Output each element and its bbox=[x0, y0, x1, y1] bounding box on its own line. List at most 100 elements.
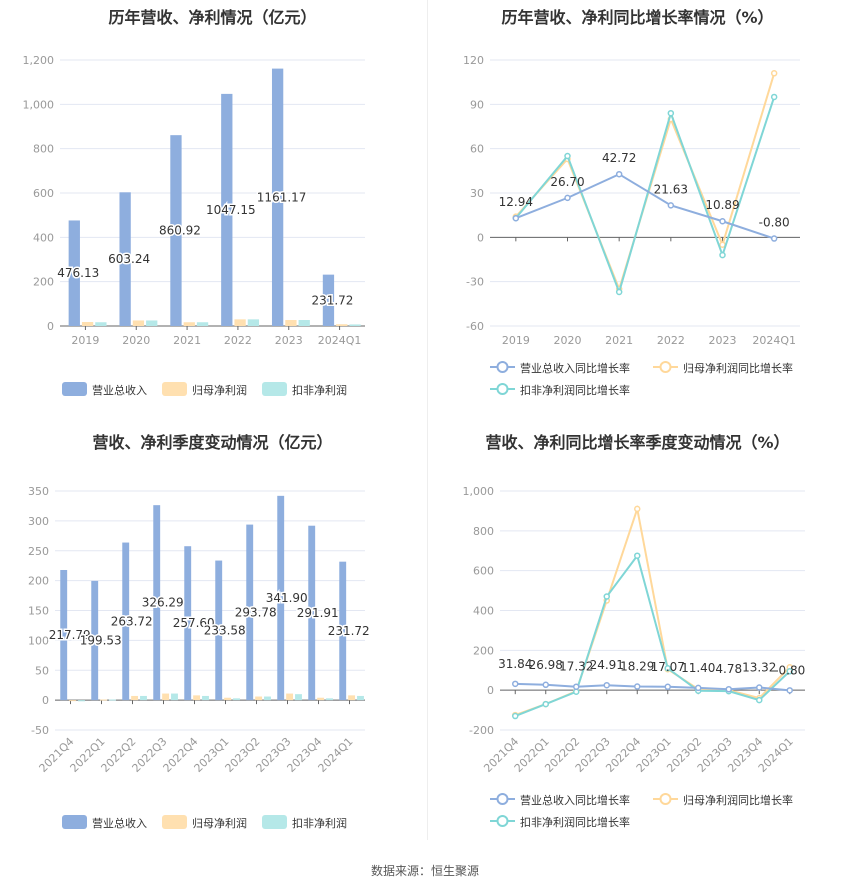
y-tick-label: 400 bbox=[473, 605, 494, 618]
x-tick-label: 2020 bbox=[554, 334, 582, 347]
data-point bbox=[512, 214, 520, 222]
data-point bbox=[603, 593, 610, 600]
bar-revenue bbox=[60, 569, 68, 701]
y-tick-label: -200 bbox=[469, 724, 494, 737]
x-tick-label: 2024Q1 bbox=[752, 334, 796, 347]
bar-revenue bbox=[119, 192, 131, 326]
legend-item: 扣非净利润 bbox=[292, 383, 347, 397]
data-point bbox=[615, 288, 623, 296]
data-point bbox=[667, 109, 675, 117]
bar-net-profit bbox=[81, 322, 94, 326]
bar-deducted-profit bbox=[171, 693, 178, 701]
x-tick-label: 2021 bbox=[173, 334, 201, 347]
bar-net-profit bbox=[224, 697, 232, 701]
bar-net-profit bbox=[132, 320, 145, 326]
data-label: 231.72 bbox=[328, 624, 370, 638]
series-line bbox=[515, 96, 776, 296]
legend-swatch bbox=[496, 815, 509, 827]
data-point bbox=[770, 93, 778, 101]
y-tick-label: 1,000 bbox=[463, 485, 495, 498]
data-point bbox=[564, 194, 571, 202]
bar-net-profit bbox=[183, 322, 195, 326]
data-label: 860.92 bbox=[159, 224, 201, 238]
bar-net-profit bbox=[255, 696, 263, 701]
data-label: 293.78 bbox=[235, 605, 277, 619]
bar-revenue bbox=[184, 546, 192, 701]
data-point bbox=[634, 505, 641, 513]
x-tick-label: 2022 bbox=[657, 334, 685, 347]
bar-deducted-profit bbox=[109, 699, 116, 701]
data-label: 341.90 bbox=[266, 591, 308, 605]
series-line bbox=[515, 173, 775, 240]
data-point bbox=[603, 681, 610, 689]
data-label: 233.58 bbox=[204, 623, 246, 637]
bar-net-profit bbox=[193, 695, 201, 701]
data-label: 476.13 bbox=[57, 266, 99, 280]
chart-title: 历年营收、净利同比增长率情况（%） bbox=[501, 8, 774, 27]
y-tick-label: 200 bbox=[473, 644, 494, 657]
legend-item: 扣非净利润 bbox=[292, 816, 347, 830]
bar-deducted-profit bbox=[264, 696, 271, 701]
data-point bbox=[512, 680, 519, 688]
data-point bbox=[615, 170, 623, 178]
data-point bbox=[719, 241, 726, 248]
data-label: 17.07 bbox=[651, 660, 685, 674]
y-tick-label: 0 bbox=[477, 231, 484, 244]
data-label: -0.80 bbox=[759, 216, 790, 230]
y-tick-label: 100 bbox=[28, 634, 49, 647]
y-tick-label: -30 bbox=[466, 276, 484, 289]
chart-title: 营收、净利季度变动情况（亿元） bbox=[92, 433, 333, 452]
data-point bbox=[573, 688, 580, 696]
x-tick-label: 2020 bbox=[122, 334, 150, 347]
data-label: -0.80 bbox=[774, 663, 805, 677]
bar-deducted-profit bbox=[140, 695, 147, 701]
y-tick-label: 800 bbox=[473, 525, 494, 538]
y-tick-label: 1,000 bbox=[23, 98, 55, 111]
data-label: 31.84 bbox=[498, 657, 532, 671]
bar-revenue bbox=[68, 220, 80, 326]
series-line bbox=[515, 682, 790, 692]
legend-swatch bbox=[262, 815, 287, 829]
bar-net-profit bbox=[348, 695, 356, 701]
bar-revenue bbox=[339, 561, 347, 701]
x-tick-label: 2019 bbox=[502, 334, 530, 347]
bar-revenue bbox=[322, 274, 335, 326]
data-point bbox=[664, 665, 671, 672]
data-label: 26.70 bbox=[550, 175, 584, 189]
y-tick-label: 600 bbox=[473, 565, 494, 578]
bar-deducted-profit bbox=[146, 320, 158, 326]
divider bbox=[427, 0, 428, 840]
legend-swatch bbox=[162, 382, 187, 396]
data-label: 199.53 bbox=[80, 634, 122, 648]
data-point bbox=[664, 683, 671, 691]
data-point bbox=[756, 696, 763, 704]
chart-quarterly-revenue-profit: 营收、净利季度变动情况（亿元） -50 0 50 100 150 200 250 300 350 2… bbox=[0, 425, 425, 855]
bar-revenue bbox=[221, 93, 233, 327]
y-tick-label: -60 bbox=[466, 320, 484, 333]
y-tick-label: 90 bbox=[470, 98, 484, 111]
x-tick-label: 2024Q1 bbox=[318, 334, 362, 347]
data-point bbox=[725, 685, 732, 693]
legend-swatch bbox=[62, 382, 87, 396]
x-tick-label: 2023 bbox=[709, 334, 737, 347]
y-tick-label: -50 bbox=[31, 724, 49, 737]
legend-item: 归母净利润 bbox=[192, 816, 247, 830]
data-point bbox=[634, 552, 641, 559]
data-label: 21.63 bbox=[654, 182, 688, 196]
bar-revenue bbox=[277, 495, 285, 701]
y-tick-label: 350 bbox=[28, 485, 49, 498]
chart-quarterly-growth: 营收、净利同比增长率季度变动情况（%） -200 0 200 400 600 800 1,00… bbox=[425, 425, 850, 855]
data-point bbox=[719, 251, 726, 259]
bar-deducted-profit bbox=[202, 695, 209, 701]
data-point bbox=[786, 667, 793, 675]
legend-item: 扣非净利润同比增长率 bbox=[520, 815, 630, 829]
legend-item: 营业总收入同比增长率 bbox=[520, 361, 630, 375]
data-label: 291.91 bbox=[297, 606, 339, 620]
bar-net-profit bbox=[336, 324, 348, 326]
data-point bbox=[786, 687, 793, 694]
bar-deducted-profit bbox=[196, 322, 209, 326]
bar-net-profit bbox=[100, 699, 108, 701]
legend-swatch bbox=[659, 793, 672, 805]
y-tick-label: 1,200 bbox=[23, 54, 55, 67]
y-tick-label: 200 bbox=[28, 575, 49, 588]
